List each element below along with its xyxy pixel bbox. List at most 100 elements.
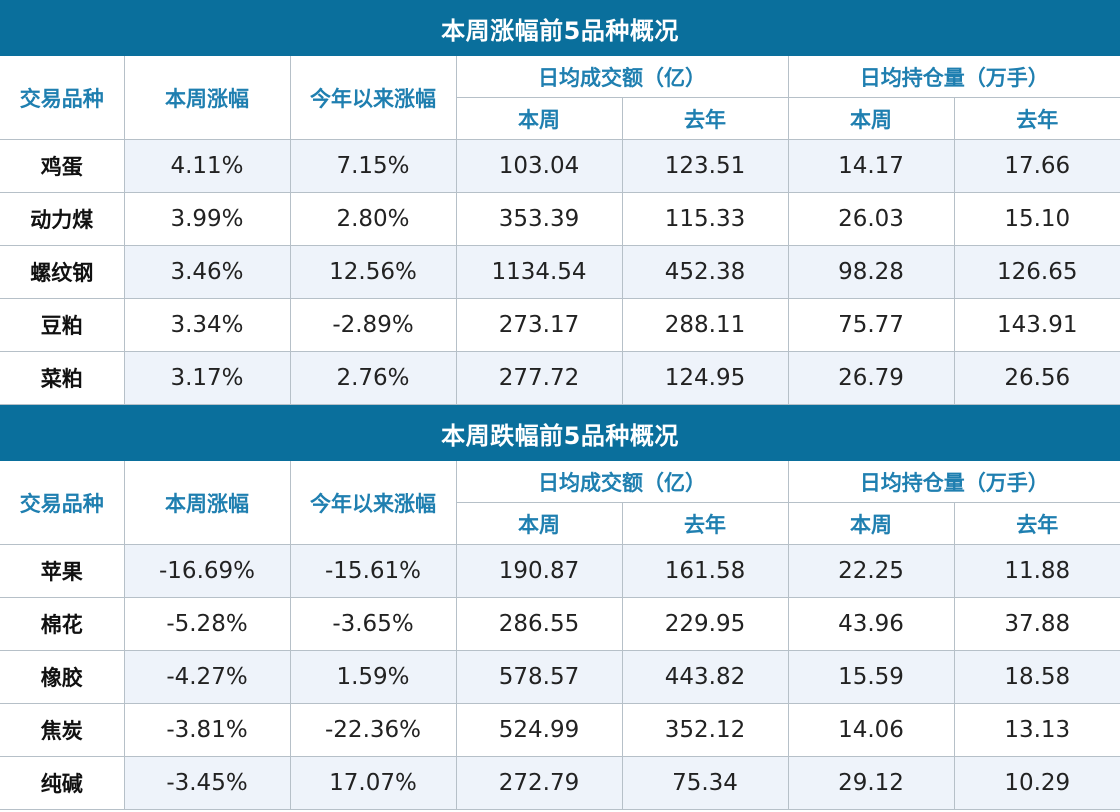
variety-cell: 鸡蛋 xyxy=(0,139,125,193)
gainers-title: 本周涨幅前5品种概况 xyxy=(0,0,1120,56)
volume-year-cell: 443.82 xyxy=(621,650,789,704)
oi-year-cell: 15.10 xyxy=(953,192,1120,246)
oi-year-cell: 11.88 xyxy=(953,544,1120,598)
week-change-cell: 4.11% xyxy=(123,139,291,193)
losers-table: 交易品种 本周涨幅 今年以来涨幅 日均成交额（亿） 日均持仓量（万手） 本周 去… xyxy=(0,461,1120,810)
ytd-change-cell: -2.89% xyxy=(289,298,457,352)
table-row: 苹果 -16.69% -15.61% 190.87 161.58 22.25 1… xyxy=(0,544,1120,598)
variety-cell: 棉花 xyxy=(0,597,125,651)
variety-cell: 焦炭 xyxy=(0,703,125,757)
variety-cell: 螺纹钢 xyxy=(0,245,125,299)
col-header-ytd-change: 今年以来涨幅 xyxy=(289,461,457,545)
subheader-oi-this-week: 本周 xyxy=(787,97,955,140)
volume-week-cell: 524.99 xyxy=(455,703,623,757)
subheader-volume-last-year: 去年 xyxy=(621,502,789,545)
ytd-change-cell: 2.76% xyxy=(289,351,457,405)
ytd-change-cell: 17.07% xyxy=(289,756,457,810)
oi-year-cell: 13.13 xyxy=(953,703,1120,757)
col-header-ytd-change: 今年以来涨幅 xyxy=(289,56,457,140)
week-change-cell: -3.45% xyxy=(123,756,291,810)
volume-week-cell: 103.04 xyxy=(455,139,623,193)
table-row: 豆粕 3.34% -2.89% 273.17 288.11 75.77 143.… xyxy=(0,298,1120,352)
volume-year-cell: 352.12 xyxy=(621,703,789,757)
volume-week-cell: 190.87 xyxy=(455,544,623,598)
oi-year-cell: 26.56 xyxy=(953,351,1120,405)
oi-week-cell: 14.06 xyxy=(787,703,955,757)
col-header-avg-volume: 日均成交额（亿） xyxy=(455,461,789,503)
col-header-avg-volume: 日均成交额（亿） xyxy=(455,56,789,98)
oi-week-cell: 98.28 xyxy=(787,245,955,299)
oi-year-cell: 37.88 xyxy=(953,597,1120,651)
table-row: 鸡蛋 4.11% 7.15% 103.04 123.51 14.17 17.66 xyxy=(0,139,1120,193)
volume-year-cell: 115.33 xyxy=(621,192,789,246)
week-change-cell: 3.17% xyxy=(123,351,291,405)
ytd-change-cell: 12.56% xyxy=(289,245,457,299)
ytd-change-cell: 2.80% xyxy=(289,192,457,246)
week-change-cell: -5.28% xyxy=(123,597,291,651)
oi-week-cell: 15.59 xyxy=(787,650,955,704)
ytd-change-cell: -3.65% xyxy=(289,597,457,651)
col-header-week-change: 本周涨幅 xyxy=(123,56,291,140)
subheader-oi-last-year: 去年 xyxy=(953,97,1120,140)
oi-year-cell: 17.66 xyxy=(953,139,1120,193)
oi-year-cell: 143.91 xyxy=(953,298,1120,352)
table-row: 纯碱 -3.45% 17.07% 272.79 75.34 29.12 10.2… xyxy=(0,756,1120,810)
ytd-change-cell: -15.61% xyxy=(289,544,457,598)
variety-cell: 菜粕 xyxy=(0,351,125,405)
volume-week-cell: 272.79 xyxy=(455,756,623,810)
volume-week-cell: 353.39 xyxy=(455,192,623,246)
volume-week-cell: 1134.54 xyxy=(455,245,623,299)
oi-week-cell: 14.17 xyxy=(787,139,955,193)
volume-year-cell: 75.34 xyxy=(621,756,789,810)
oi-week-cell: 75.77 xyxy=(787,298,955,352)
oi-week-cell: 29.12 xyxy=(787,756,955,810)
volume-year-cell: 288.11 xyxy=(621,298,789,352)
losers-title: 本周跌幅前5品种概况 xyxy=(0,405,1120,461)
oi-week-cell: 26.79 xyxy=(787,351,955,405)
volume-year-cell: 123.51 xyxy=(621,139,789,193)
volume-week-cell: 273.17 xyxy=(455,298,623,352)
table-row: 焦炭 -3.81% -22.36% 524.99 352.12 14.06 13… xyxy=(0,703,1120,757)
table-row: 动力煤 3.99% 2.80% 353.39 115.33 26.03 15.1… xyxy=(0,192,1120,246)
ytd-change-cell: -22.36% xyxy=(289,703,457,757)
variety-cell: 纯碱 xyxy=(0,756,125,810)
week-change-cell: 3.34% xyxy=(123,298,291,352)
subheader-volume-last-year: 去年 xyxy=(621,97,789,140)
volume-year-cell: 452.38 xyxy=(621,245,789,299)
oi-year-cell: 10.29 xyxy=(953,756,1120,810)
week-change-cell: -4.27% xyxy=(123,650,291,704)
table-row: 橡胶 -4.27% 1.59% 578.57 443.82 15.59 18.5… xyxy=(0,650,1120,704)
col-header-variety: 交易品种 xyxy=(0,461,125,545)
col-header-avg-open-interest: 日均持仓量（万手） xyxy=(787,56,1120,98)
oi-week-cell: 43.96 xyxy=(787,597,955,651)
volume-year-cell: 161.58 xyxy=(621,544,789,598)
ytd-change-cell: 1.59% xyxy=(289,650,457,704)
ytd-change-cell: 7.15% xyxy=(289,139,457,193)
week-change-cell: -3.81% xyxy=(123,703,291,757)
table-row: 菜粕 3.17% 2.76% 277.72 124.95 26.79 26.56 xyxy=(0,351,1120,405)
week-change-cell: 3.99% xyxy=(123,192,291,246)
subheader-volume-this-week: 本周 xyxy=(456,97,623,140)
volume-week-cell: 286.55 xyxy=(455,597,623,651)
table-row: 螺纹钢 3.46% 12.56% 1134.54 452.38 98.28 12… xyxy=(0,245,1120,299)
subheader-oi-this-week: 本周 xyxy=(787,502,955,545)
volume-year-cell: 229.95 xyxy=(621,597,789,651)
col-header-variety: 交易品种 xyxy=(0,56,125,140)
gainers-table: 交易品种 本周涨幅 今年以来涨幅 日均成交额（亿） 日均持仓量（万手） 本周 去… xyxy=(0,56,1120,405)
table-row: 棉花 -5.28% -3.65% 286.55 229.95 43.96 37.… xyxy=(0,597,1120,651)
volume-year-cell: 124.95 xyxy=(621,351,789,405)
oi-year-cell: 126.65 xyxy=(953,245,1120,299)
volume-week-cell: 578.57 xyxy=(455,650,623,704)
col-header-week-change: 本周涨幅 xyxy=(123,461,291,545)
oi-week-cell: 22.25 xyxy=(787,544,955,598)
volume-week-cell: 277.72 xyxy=(455,351,623,405)
variety-cell: 苹果 xyxy=(0,544,125,598)
week-change-cell: 3.46% xyxy=(123,245,291,299)
variety-cell: 豆粕 xyxy=(0,298,125,352)
oi-week-cell: 26.03 xyxy=(787,192,955,246)
col-header-avg-open-interest: 日均持仓量（万手） xyxy=(787,461,1120,503)
variety-cell: 动力煤 xyxy=(0,192,125,246)
subheader-oi-last-year: 去年 xyxy=(953,502,1120,545)
oi-year-cell: 18.58 xyxy=(953,650,1120,704)
